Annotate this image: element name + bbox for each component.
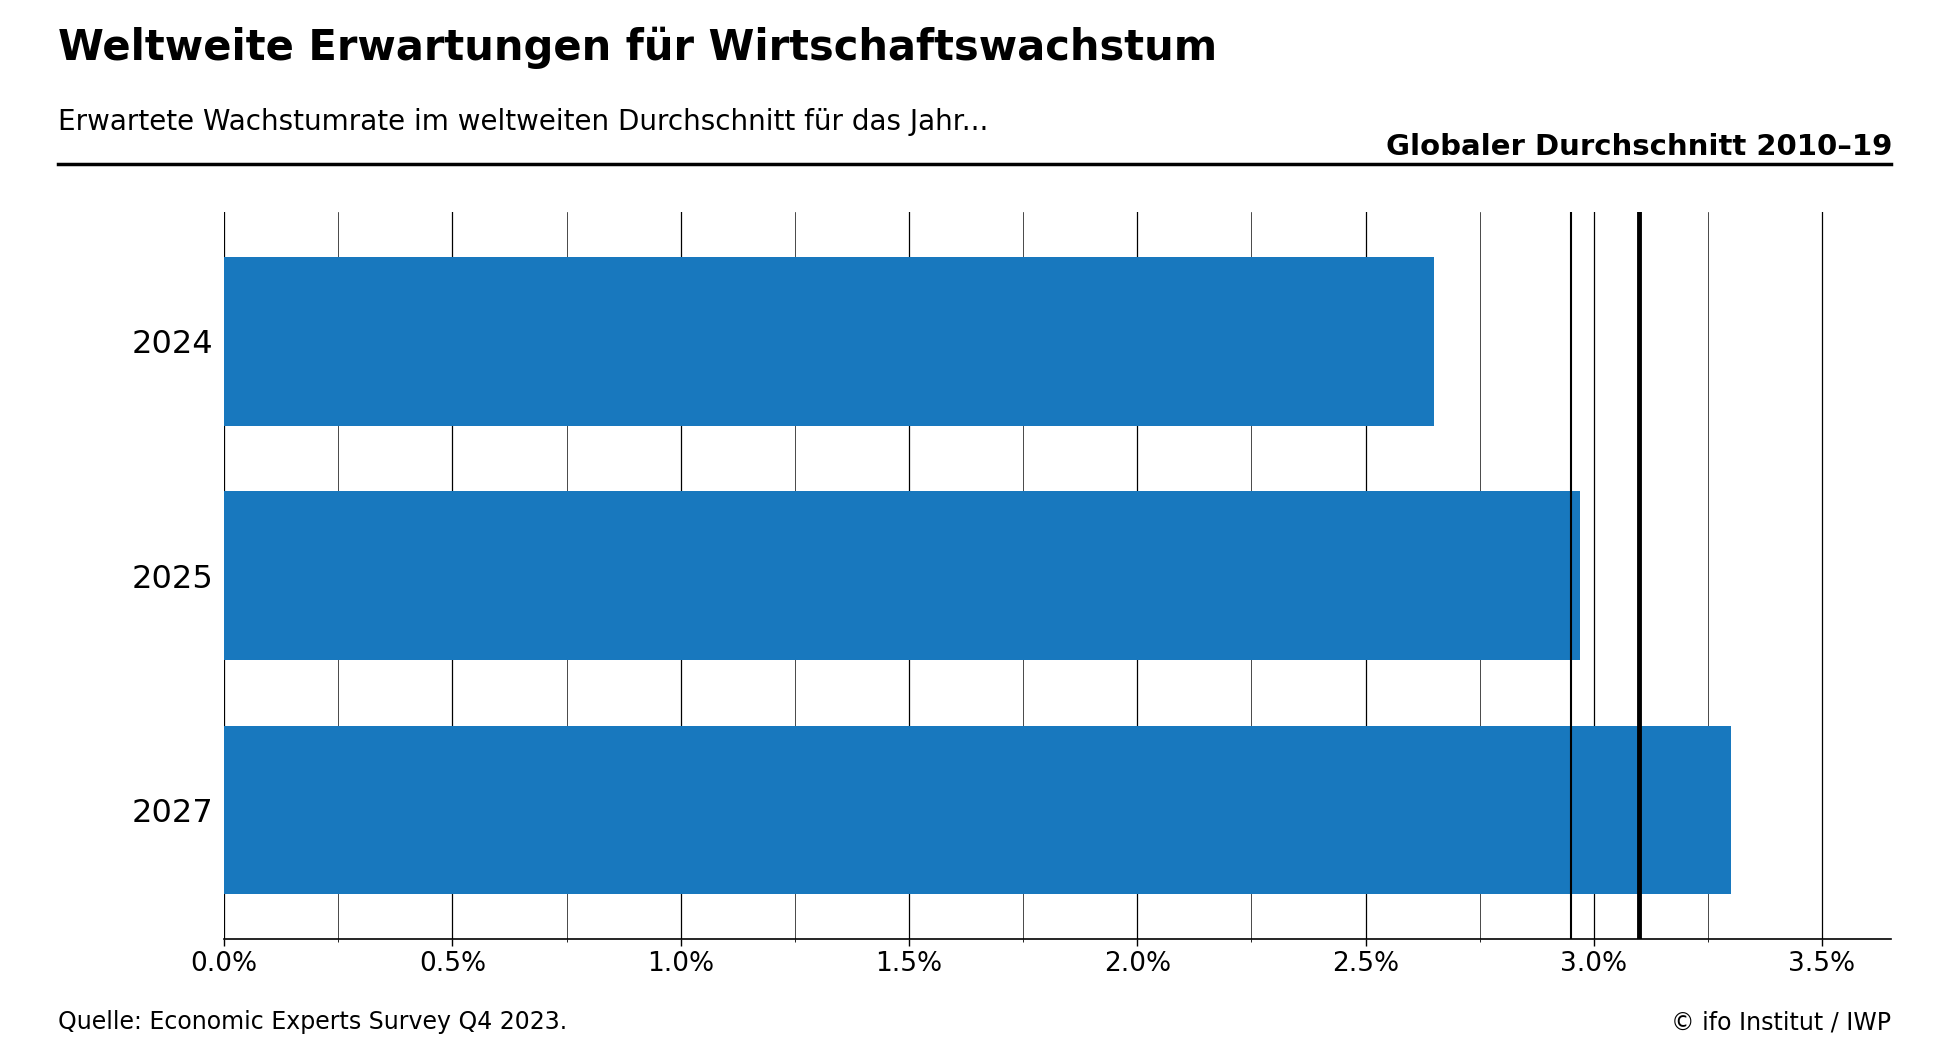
Text: Weltweite Erwartungen für Wirtschaftswachstum: Weltweite Erwartungen für Wirtschaftswac… [58, 27, 1218, 69]
Bar [224, 726, 1730, 894]
Text: Globaler Durchschnitt 2010–19: Globaler Durchschnitt 2010–19 [1385, 133, 1892, 160]
Text: © ifo Institut / IWP: © ifo Institut / IWP [1669, 1010, 1890, 1034]
Bar [224, 491, 1580, 660]
Text: Quelle: Economic Experts Survey Q4 2023.: Quelle: Economic Experts Survey Q4 2023. [58, 1010, 567, 1034]
Text: Erwartete Wachstumrate im weltweiten Durchschnitt für das Jahr...: Erwartete Wachstumrate im weltweiten Dur… [58, 108, 988, 136]
Bar [224, 257, 1434, 425]
